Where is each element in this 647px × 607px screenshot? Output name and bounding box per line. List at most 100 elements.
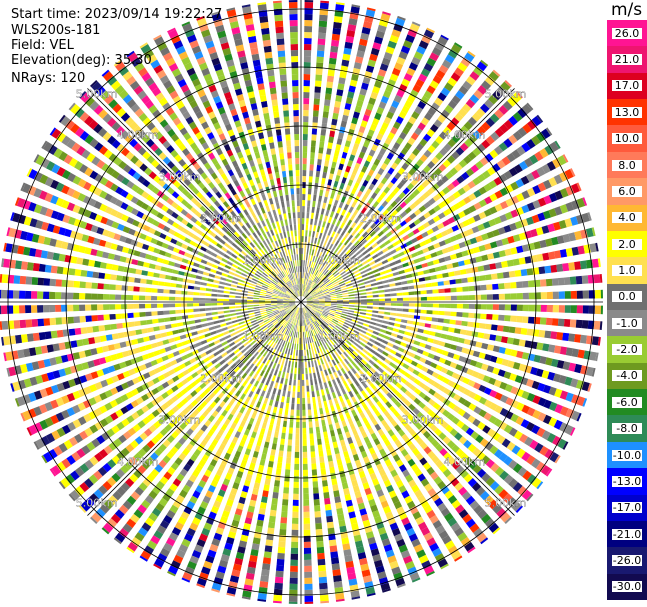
velocity-gate	[427, 218, 436, 226]
velocity-gate	[306, 296, 312, 300]
velocity-gate	[327, 179, 333, 186]
velocity-gate	[213, 259, 221, 265]
velocity-gate	[418, 73, 428, 83]
velocity-gate	[576, 197, 586, 208]
velocity-gate	[417, 122, 426, 131]
velocity-gate	[498, 250, 506, 258]
velocity-gate	[450, 287, 457, 293]
velocity-gate	[273, 288, 280, 292]
velocity-gate	[115, 313, 122, 320]
velocity-gate	[199, 501, 209, 510]
velocity-gate	[336, 295, 343, 298]
velocity-gate	[279, 310, 286, 314]
velocity-gate	[392, 454, 401, 462]
velocity-gate	[321, 246, 325, 253]
velocity-gate	[146, 390, 154, 399]
velocity-gate	[303, 487, 309, 494]
velocity-gate	[249, 285, 256, 289]
velocity-gate	[375, 323, 382, 327]
velocity-gate	[111, 455, 121, 465]
velocity-gate	[369, 260, 376, 266]
velocity-gate	[316, 340, 320, 347]
velocity-gate	[423, 565, 434, 575]
velocity-gate	[186, 527, 196, 537]
velocity-gate	[98, 357, 107, 365]
velocity-gate	[115, 384, 124, 393]
velocity-gate	[378, 311, 385, 315]
velocity-gate	[250, 280, 257, 285]
velocity-gate	[272, 492, 279, 499]
velocity-gate	[327, 393, 332, 401]
velocity-gate	[497, 369, 506, 377]
velocity-gate	[477, 468, 487, 478]
velocity-gate	[362, 179, 369, 187]
velocity-gate	[220, 277, 227, 281]
velocity-gate	[163, 317, 171, 322]
velocity-gate	[442, 272, 449, 278]
velocity-gate	[280, 517, 288, 524]
velocity-gate	[163, 515, 173, 524]
velocity-gate	[432, 215, 441, 223]
velocity-gate	[372, 396, 380, 403]
velocity-gate	[404, 100, 413, 109]
velocity-gate	[333, 447, 340, 455]
velocity-gate	[377, 230, 385, 237]
velocity-gate	[303, 272, 306, 279]
velocity-gate	[217, 565, 227, 574]
velocity-gate	[230, 332, 237, 337]
velocity-gate	[324, 294, 331, 297]
velocity-gate	[392, 271, 400, 276]
velocity-gate	[295, 427, 300, 434]
velocity-gate	[378, 468, 387, 477]
velocity-gate	[418, 205, 427, 213]
velocity-gate	[421, 231, 429, 238]
velocity-gate	[130, 491, 141, 501]
velocity-gate	[238, 496, 246, 505]
velocity-gate	[13, 275, 21, 284]
velocity-gate	[232, 456, 239, 464]
velocity-gate	[317, 307, 324, 311]
velocity-gate	[195, 464, 203, 473]
velocity-gate	[259, 581, 269, 588]
velocity-gate	[366, 227, 373, 234]
velocity-gate	[441, 350, 449, 357]
velocity-gate	[382, 209, 389, 217]
velocity-gate	[302, 290, 304, 297]
velocity-gate	[543, 179, 552, 190]
velocity-gate	[247, 327, 254, 332]
velocity-gate	[318, 245, 322, 252]
velocity-gate	[309, 349, 312, 356]
velocity-gate	[462, 184, 471, 193]
velocity-gate	[299, 313, 301, 320]
velocity-gate	[348, 85, 356, 93]
velocity-gate	[306, 272, 309, 279]
velocity-gate	[324, 369, 329, 376]
velocity-gate	[417, 225, 425, 232]
velocity-gate	[343, 302, 349, 304]
velocity-gate	[516, 448, 526, 459]
velocity-gate	[63, 439, 73, 450]
velocity-gate	[259, 306, 266, 309]
velocity-gate	[541, 225, 550, 234]
velocity-gate	[259, 298, 266, 300]
velocity-gate	[438, 395, 446, 403]
velocity-gate	[336, 304, 343, 306]
velocity-gate	[120, 202, 129, 210]
velocity-gate	[354, 293, 361, 296]
velocity-gate	[170, 238, 178, 245]
velocity-gate	[536, 461, 546, 472]
velocity-gate	[587, 212, 592, 221]
velocity-gate	[231, 436, 239, 444]
velocity-gate	[400, 177, 408, 185]
velocity-gate	[446, 413, 455, 421]
velocity-gate	[245, 396, 251, 403]
velocity-gate	[210, 505, 219, 514]
velocity-gate	[302, 397, 306, 404]
velocity-gate	[103, 522, 114, 533]
velocity-gate	[31, 291, 38, 299]
velocity-gate	[387, 464, 395, 472]
velocity-gate	[337, 132, 344, 140]
velocity-gate	[342, 324, 349, 329]
velocity-gate	[150, 535, 161, 545]
velocity-gate	[289, 304, 296, 307]
